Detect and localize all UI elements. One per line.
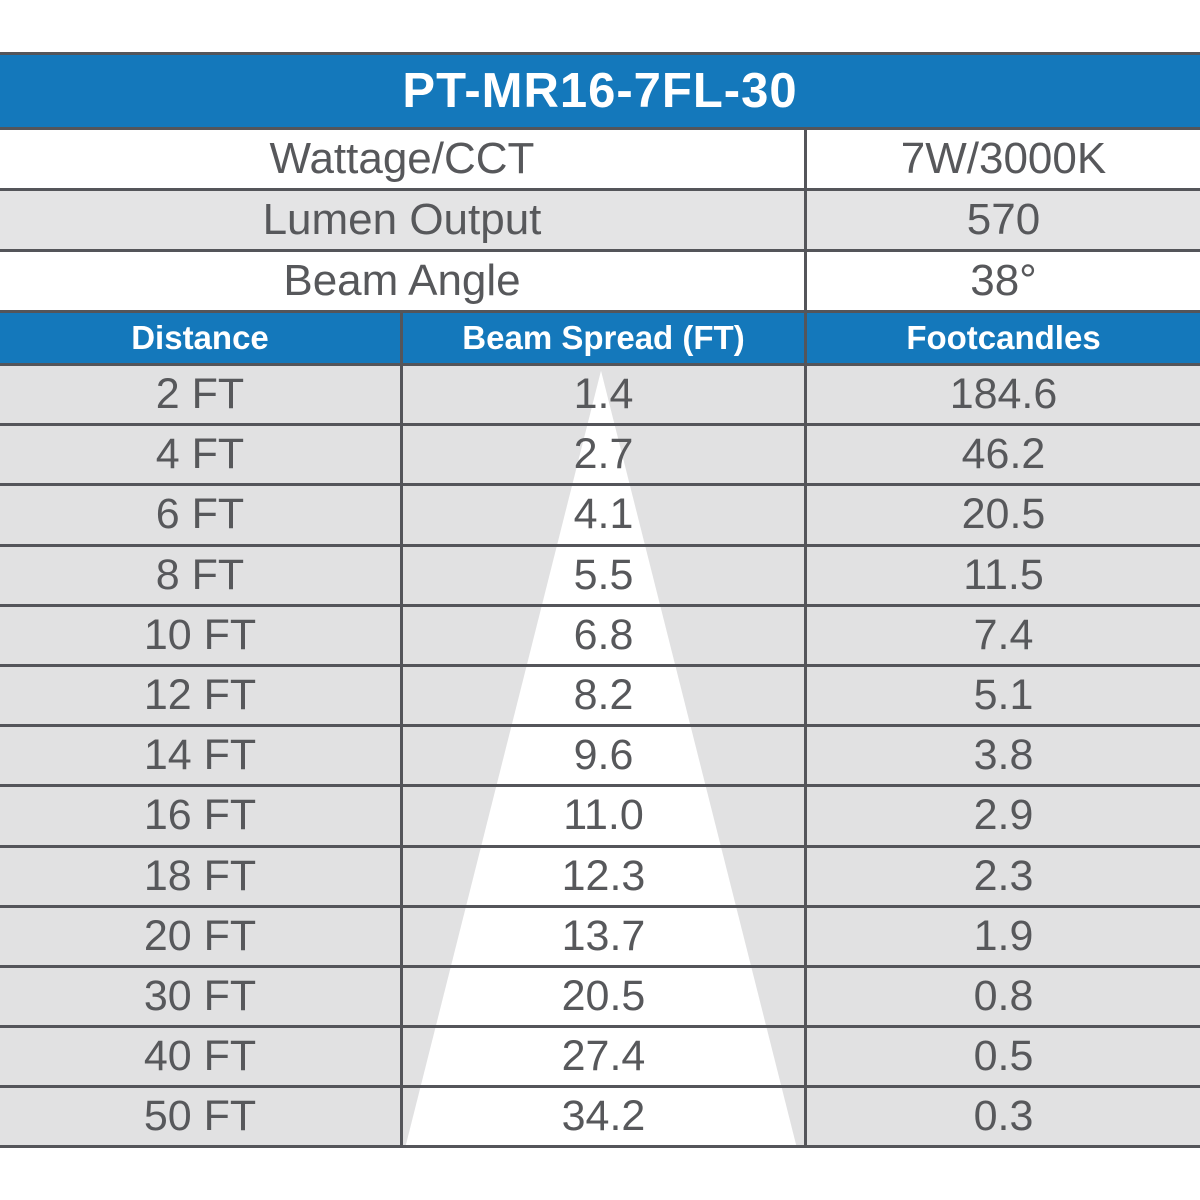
beam-spread-cell: 9.6 — [400, 727, 804, 785]
distance-cell: 2 FT — [155, 370, 245, 419]
table-row: 20 FT 13.7 1.9 — [0, 907, 1200, 968]
spec-value: 570 — [804, 191, 1200, 249]
beam-spread-cell: 6.8 — [400, 606, 804, 664]
footcandles-cell: 5.1 — [804, 666, 1200, 725]
distance-cell: 4 FT — [155, 430, 245, 479]
distance-cell: 40 FT — [143, 1032, 257, 1081]
table-row: 50 FT 34.2 0.3 — [0, 1088, 1200, 1149]
footcandles-cell: 0.3 — [804, 1088, 1200, 1146]
footcandles-cell: 20.5 — [804, 486, 1200, 544]
spec-row-beam-angle: Beam Angle 38° — [0, 252, 1200, 313]
table-row: 40 FT 27.4 0.5 — [0, 1028, 1200, 1089]
beam-spread-cell: 2.7 — [400, 426, 804, 484]
table-body: 2 FT 1.4 184.6 4 FT 2.7 46.2 6 FT 4.1 20… — [0, 366, 1200, 1149]
table-row: 2 FT 1.4 184.6 — [0, 366, 1200, 427]
footcandles-cell: 1.9 — [804, 907, 1200, 965]
column-header-distance: Distance — [131, 319, 269, 356]
column-header-footcandles: Footcandles — [804, 313, 1200, 363]
beam-spread-cell: 13.7 — [400, 907, 804, 965]
product-title: PT-MR16-7FL-30 — [0, 52, 1200, 130]
beam-spread-cell: 20.5 — [400, 967, 804, 1026]
spec-row-wattage: Wattage/CCT 7W/3000K — [0, 130, 1200, 191]
distance-cell: 12 FT — [143, 671, 257, 720]
table-row: 12 FT 8.2 5.1 — [0, 666, 1200, 728]
footcandles-cell: 2.9 — [804, 787, 1200, 845]
beam-spread-cell: 4.1 — [400, 486, 804, 544]
footcandles-cell: 0.5 — [804, 1028, 1200, 1086]
table-header-row: Distance Beam Spread (FT) Footcandles — [0, 313, 1200, 366]
table-row: 10 FT 6.8 7.4 — [0, 606, 1200, 667]
table-row: 30 FT 20.5 0.8 — [0, 967, 1200, 1029]
footcandles-cell: 2.3 — [804, 847, 1200, 905]
distance-cell: 8 FT — [155, 550, 245, 599]
spec-label: Beam Angle — [283, 256, 521, 305]
beam-spread-cell: 8.2 — [400, 666, 804, 725]
table-row: 18 FT 12.3 2.3 — [0, 847, 1200, 908]
spec-value: 38° — [804, 252, 1200, 310]
distance-cell: 18 FT — [143, 851, 257, 900]
footcandles-cell: 184.6 — [804, 366, 1200, 424]
beam-spread-cell: 1.4 — [400, 366, 804, 424]
photometric-spec-table: PT-MR16-7FL-30 Wattage/CCT 7W/3000K Lume… — [0, 52, 1200, 1149]
table-row: 6 FT 4.1 20.5 — [0, 486, 1200, 547]
beam-spread-cell: 11.0 — [400, 787, 804, 845]
distance-cell: 10 FT — [143, 610, 257, 659]
beam-spread-cell: 34.2 — [400, 1088, 804, 1146]
beam-spread-cell: 5.5 — [400, 546, 804, 604]
spec-label: Lumen Output — [262, 195, 542, 244]
spec-label: Wattage/CCT — [269, 134, 535, 183]
footcandles-cell: 11.5 — [804, 546, 1200, 604]
beam-spread-cell: 12.3 — [400, 847, 804, 905]
distance-cell: 20 FT — [143, 911, 257, 960]
beam-spread-cell: 27.4 — [400, 1028, 804, 1086]
distance-cell: 50 FT — [143, 1092, 257, 1141]
distance-cell: 16 FT — [143, 791, 257, 840]
table-row: 14 FT 9.6 3.8 — [0, 727, 1200, 788]
footcandles-cell: 46.2 — [804, 426, 1200, 484]
distance-cell: 30 FT — [143, 971, 257, 1020]
table-row: 4 FT 2.7 46.2 — [0, 426, 1200, 487]
table-row: 8 FT 5.5 11.5 — [0, 546, 1200, 607]
table-row: 16 FT 11.0 2.9 — [0, 787, 1200, 848]
footcandles-cell: 3.8 — [804, 727, 1200, 785]
spec-value: 7W/3000K — [804, 130, 1200, 188]
distance-cell: 14 FT — [143, 731, 257, 780]
distance-cell: 6 FT — [155, 490, 245, 539]
footcandles-cell: 0.8 — [804, 967, 1200, 1026]
footcandles-cell: 7.4 — [804, 606, 1200, 664]
spec-row-lumen: Lumen Output 570 — [0, 191, 1200, 252]
column-header-beam-spread: Beam Spread (FT) — [400, 313, 804, 363]
